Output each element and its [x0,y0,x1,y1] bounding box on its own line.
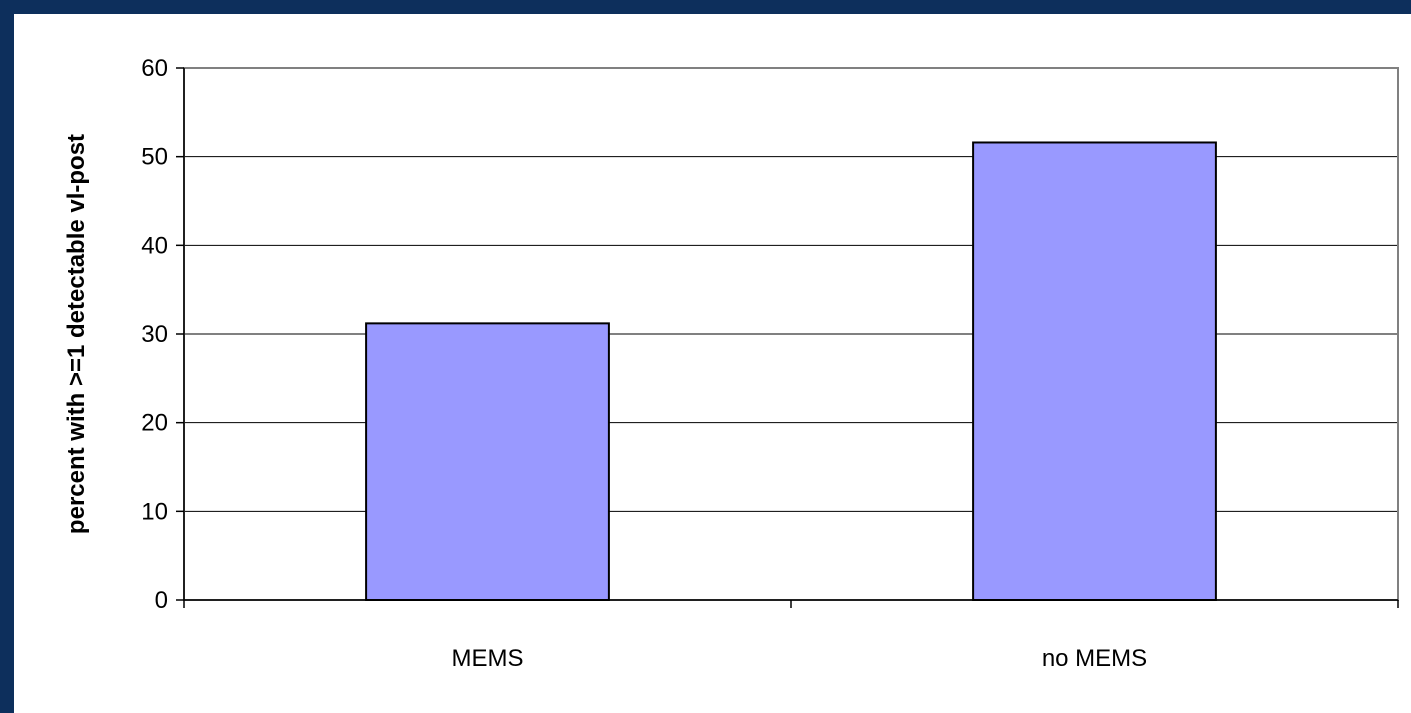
y-tick-label-20: 20 [141,410,168,437]
axes [176,67,1399,608]
y-tick-label-50: 50 [141,144,168,171]
y-tick-labels: 0 10 20 30 40 50 60 [141,55,168,614]
y-tick-label-60: 60 [141,55,168,82]
y-tick-label-10: 10 [141,498,168,525]
y-axis-title: percent with >=1 detectable vl-post [63,134,90,534]
bars [365,141,1217,601]
y-tick-label-40: 40 [141,232,168,259]
bar-chart: 0 10 20 30 40 50 60 MEMS no MEMS percent with >… [63,55,1399,672]
chart-frame: 0 10 20 30 40 50 60 MEMS no MEMS percent with >… [14,14,1411,713]
x-category-label-no-mems: no MEMS [1042,645,1147,672]
y-tick-label-0: 0 [155,587,168,614]
x-category-label-mems: MEMS [452,645,524,672]
y-tick-label-30: 30 [141,321,168,348]
bar-mems [365,322,610,601]
x-category-labels: MEMS no MEMS [452,645,1148,672]
bar-no-mems [972,141,1217,601]
